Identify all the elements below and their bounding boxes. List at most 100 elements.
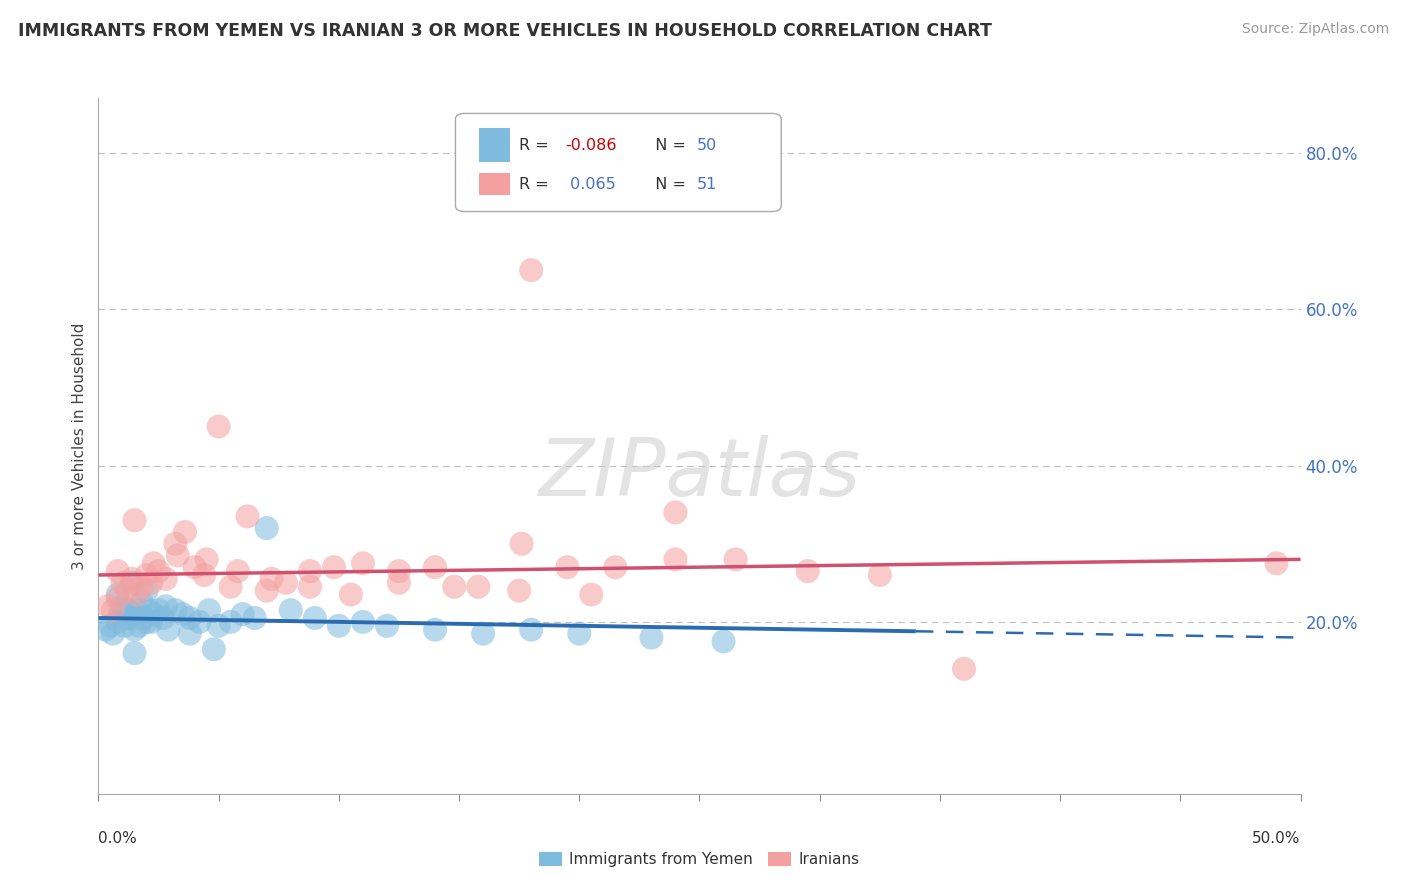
Point	[298, 580, 321, 594]
Text: 0.0%: 0.0%	[98, 831, 138, 846]
Text: N =: N =	[645, 177, 692, 192]
Point	[256, 521, 278, 535]
Point	[232, 607, 254, 621]
Point	[155, 599, 177, 614]
Point	[107, 591, 129, 606]
FancyBboxPatch shape	[479, 128, 509, 161]
Point	[117, 603, 139, 617]
Point	[138, 603, 160, 617]
Text: 51: 51	[697, 177, 717, 192]
Point	[508, 583, 530, 598]
Point	[121, 607, 143, 621]
Text: ZIPatlas: ZIPatlas	[538, 434, 860, 513]
Text: 50.0%: 50.0%	[1253, 831, 1301, 846]
Point	[581, 588, 603, 602]
Point	[423, 560, 446, 574]
Point	[131, 580, 153, 594]
Point	[107, 564, 129, 578]
Text: R =: R =	[519, 177, 554, 192]
Point	[443, 580, 465, 594]
Point	[243, 611, 266, 625]
Point	[472, 626, 495, 640]
Point	[208, 619, 231, 633]
Point	[520, 263, 543, 277]
Point	[142, 607, 165, 621]
Point	[298, 564, 321, 578]
Point	[128, 619, 150, 633]
Point	[195, 552, 218, 566]
Point	[388, 575, 411, 590]
Point	[188, 615, 211, 629]
Point	[388, 564, 411, 578]
Point	[510, 537, 533, 551]
Point	[111, 575, 134, 590]
FancyBboxPatch shape	[479, 173, 509, 195]
Point	[135, 583, 157, 598]
Point	[179, 626, 201, 640]
Point	[193, 568, 215, 582]
Point	[135, 568, 157, 582]
Point	[375, 619, 398, 633]
Text: N =: N =	[645, 137, 692, 153]
Point	[796, 564, 818, 578]
Point	[274, 575, 297, 590]
Point	[101, 626, 124, 640]
Text: -0.086: -0.086	[565, 137, 616, 153]
Point	[713, 634, 735, 648]
Point	[219, 580, 242, 594]
Point	[132, 611, 155, 625]
Point	[131, 595, 153, 609]
Point	[423, 623, 446, 637]
Text: 0.065: 0.065	[565, 177, 616, 192]
Point	[183, 560, 205, 574]
Point	[148, 603, 170, 617]
Point	[323, 560, 346, 574]
Point	[198, 603, 221, 617]
Point	[555, 560, 578, 574]
Point	[100, 619, 122, 633]
Point	[142, 556, 165, 570]
Point	[124, 646, 146, 660]
Point	[352, 615, 374, 629]
Point	[121, 575, 143, 590]
Point	[280, 603, 302, 617]
Point	[179, 611, 201, 625]
Point	[125, 588, 148, 602]
Point	[101, 603, 124, 617]
Text: Source: ZipAtlas.com: Source: ZipAtlas.com	[1241, 22, 1389, 37]
Point	[117, 583, 139, 598]
Point	[118, 611, 141, 625]
Point	[208, 419, 231, 434]
Text: 50: 50	[697, 137, 717, 153]
Point	[202, 642, 225, 657]
Point	[219, 615, 242, 629]
Point	[256, 583, 278, 598]
Y-axis label: 3 or more Vehicles in Household: 3 or more Vehicles in Household	[72, 322, 87, 570]
Point	[157, 623, 180, 637]
Point	[226, 564, 249, 578]
Point	[107, 588, 129, 602]
Point	[165, 603, 187, 617]
Point	[340, 588, 363, 602]
Point	[664, 505, 686, 519]
Point	[605, 560, 627, 574]
Point	[1265, 556, 1288, 570]
Point	[869, 568, 891, 582]
Point	[111, 599, 134, 614]
Point	[141, 615, 163, 629]
Point	[352, 556, 374, 570]
Point	[152, 611, 174, 625]
Point	[328, 619, 350, 633]
Point	[107, 615, 129, 629]
Point	[520, 623, 543, 637]
Point	[568, 626, 591, 640]
Point	[260, 572, 283, 586]
Point	[166, 549, 188, 563]
Point	[114, 619, 136, 633]
Point	[124, 513, 146, 527]
Text: R =: R =	[519, 137, 554, 153]
Point	[953, 662, 976, 676]
Point	[172, 607, 194, 621]
Point	[124, 623, 146, 637]
Point	[467, 580, 489, 594]
